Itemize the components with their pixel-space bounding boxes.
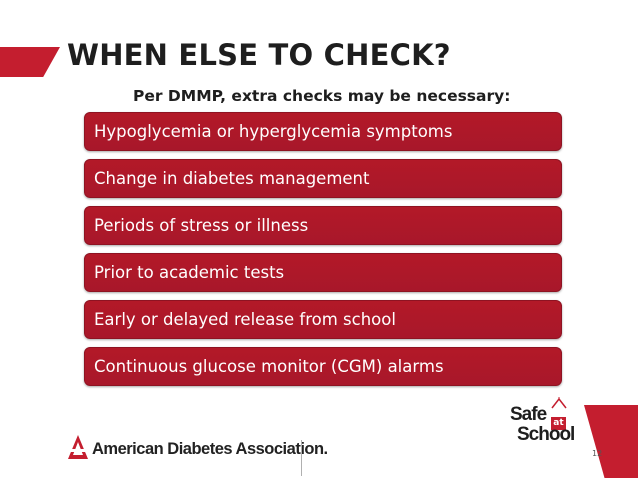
- sas-at-badge: at: [551, 417, 566, 430]
- list-item: Change in diabetes management: [84, 159, 562, 198]
- list-item: Prior to academic tests: [84, 253, 562, 292]
- ada-logo: American Diabetes Association.: [66, 433, 328, 463]
- footer-divider: [301, 440, 302, 476]
- list-item: Continuous glucose monitor (CGM) alarms: [84, 347, 562, 386]
- corner-accent: [584, 405, 638, 478]
- list-item: Periods of stress or illness: [84, 206, 562, 245]
- slide-subtitle: Per DMMP, extra checks may be necessary:: [133, 87, 511, 105]
- title-accent-bar: [0, 47, 60, 77]
- ada-logo-text: American Diabetes Association.: [92, 440, 328, 458]
- sas-line2: School: [517, 424, 575, 445]
- schoolhouse-icon: [551, 397, 567, 409]
- list-item: Hypoglycemia or hyperglycemia symptoms: [84, 112, 562, 151]
- safe-at-school-logo: Safe at School: [510, 397, 580, 460]
- ada-triangle-icon: [66, 435, 90, 459]
- sas-line1: Safe: [510, 404, 547, 425]
- page-number: 12: [592, 449, 603, 458]
- list-item: Early or delayed release from school: [84, 300, 562, 339]
- slide-title: WHEN ELSE TO CHECK?: [67, 38, 451, 72]
- check-list: Hypoglycemia or hyperglycemia symptoms C…: [84, 112, 562, 394]
